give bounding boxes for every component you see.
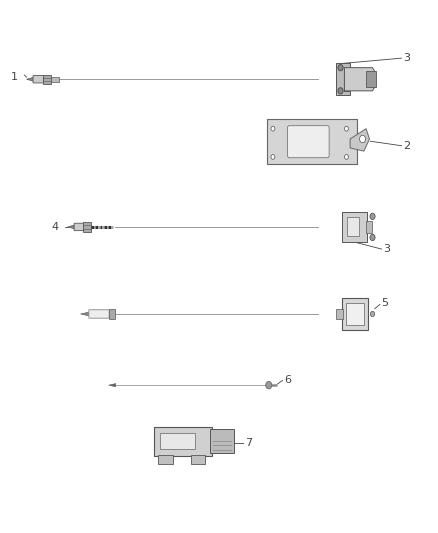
Bar xyxy=(267,119,357,164)
Bar xyxy=(336,309,343,319)
Polygon shape xyxy=(81,312,90,316)
Polygon shape xyxy=(27,77,34,82)
Bar xyxy=(51,77,59,82)
Text: 3: 3 xyxy=(403,53,410,63)
Bar xyxy=(346,217,359,237)
FancyBboxPatch shape xyxy=(74,223,84,231)
Text: 4: 4 xyxy=(52,222,59,232)
Circle shape xyxy=(345,126,349,131)
Circle shape xyxy=(338,88,343,94)
Bar xyxy=(43,75,51,84)
Bar xyxy=(366,71,375,87)
Circle shape xyxy=(371,311,374,317)
Polygon shape xyxy=(109,384,116,387)
Bar xyxy=(191,455,205,464)
FancyBboxPatch shape xyxy=(89,310,109,318)
Circle shape xyxy=(370,235,375,241)
Text: 2: 2 xyxy=(403,141,410,151)
Bar xyxy=(366,221,372,233)
Polygon shape xyxy=(67,225,75,229)
Text: 1: 1 xyxy=(11,71,18,82)
Circle shape xyxy=(360,135,366,143)
Circle shape xyxy=(345,155,349,159)
Bar xyxy=(210,430,234,453)
Polygon shape xyxy=(336,63,350,95)
Bar xyxy=(346,303,364,325)
Circle shape xyxy=(271,126,275,131)
Bar xyxy=(160,433,195,449)
Polygon shape xyxy=(344,68,374,91)
Text: 6: 6 xyxy=(284,375,291,385)
Text: 7: 7 xyxy=(245,438,252,448)
Bar xyxy=(154,427,212,456)
Text: 5: 5 xyxy=(381,298,388,309)
Circle shape xyxy=(271,155,275,159)
Circle shape xyxy=(338,64,343,71)
Circle shape xyxy=(266,382,272,389)
Bar xyxy=(342,298,368,330)
Bar xyxy=(158,455,173,464)
Bar xyxy=(342,212,367,241)
Polygon shape xyxy=(350,128,370,151)
FancyBboxPatch shape xyxy=(33,76,43,83)
Bar xyxy=(109,309,115,319)
Bar xyxy=(83,222,91,232)
Text: 3: 3 xyxy=(383,244,390,254)
Circle shape xyxy=(370,213,375,220)
FancyBboxPatch shape xyxy=(287,126,329,158)
